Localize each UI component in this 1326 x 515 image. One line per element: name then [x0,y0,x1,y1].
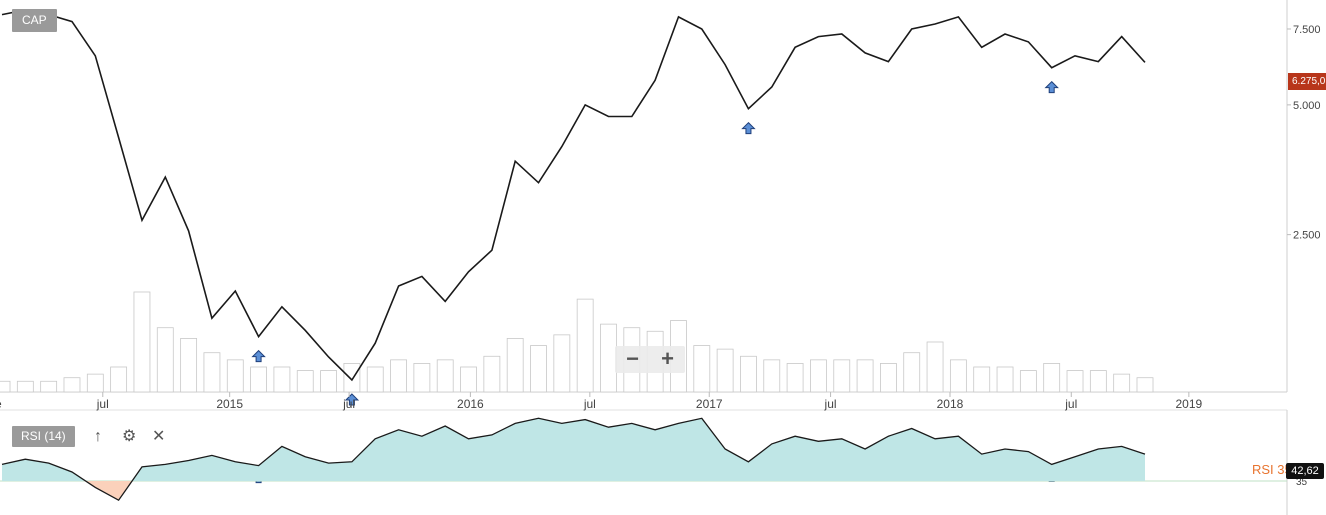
x-tick-label: 2019 [1176,397,1203,411]
y-tick-label: 7.500 [1293,24,1321,36]
volume-bar [949,359,967,393]
rsi-level-tick: 35 [1296,477,1308,488]
volume-bars [0,291,1154,393]
zoom-controls: − + [615,346,685,373]
zoom-out-button[interactable]: − [626,346,639,371]
x-tick-label: jul [342,397,355,411]
x-tick-label: 2018 [937,397,964,411]
y-tick-label: 5.000 [1293,100,1321,112]
volume-bar [483,355,501,393]
volume-bar [810,359,827,393]
x-tick-label: jul [1064,397,1077,411]
x-tick-label: 2015 [216,397,243,411]
volume-bar [320,370,337,393]
close-icon[interactable]: ✕ [152,428,166,445]
volume-bar [1019,370,1037,393]
volume-bar [506,338,524,393]
volume-bar [1113,373,1131,393]
volume-bar [1136,377,1154,393]
volume-bar [1066,370,1084,393]
volume-bar [180,338,198,393]
volume-bar [226,359,244,393]
volume-bar [460,366,477,393]
y-axis-tick-labels: 7.500 5.000 2.500 [1287,24,1321,242]
volume-bar [553,334,571,393]
volume-bar [390,359,407,393]
volume-bar [1089,370,1107,393]
volume-bar [1043,363,1061,393]
volume-bar [880,363,897,393]
volume-bar [16,380,34,393]
volume-bar [413,363,431,393]
y-tick-label: 2.500 [1293,230,1321,242]
x-tick-label: jul [583,397,596,411]
volume-bar [973,366,991,393]
buy-signal-arrow-icon [251,349,266,363]
volume-bar [250,366,267,393]
volume-bar [576,298,594,393]
rsi-indicator-label[interactable]: RSI (14) [12,426,75,447]
zoom-in-button[interactable]: + [661,346,674,371]
volume-bar [926,341,944,393]
last-price-badge: 6.275,0 [1288,73,1326,90]
volume-bar [343,363,361,393]
volume-bar [203,352,221,393]
volume-bar [693,345,711,393]
volume-bar [63,377,81,393]
rsi-value-badge: 42,62 [1286,463,1324,479]
rsi-line [1,417,1146,502]
buy-signal-arrow-icon [741,121,756,135]
price-series-line [1,9,1146,382]
volume-bar [740,355,757,393]
x-axis-tick-labels: e jul 2015 jul 2016 jul 2017 jul 2018 jul 2019 [0,392,1203,411]
volume-bar [366,366,384,393]
x-tick-label: jul [96,397,109,411]
volume-bar [110,366,128,393]
volume-bar [436,359,454,393]
rsi-indicator: 35 [0,417,1308,502]
volume-bar [156,327,174,393]
buy-signal-markers [251,80,1059,484]
buy-signal-arrow-icon [1044,80,1059,94]
volume-bar [40,380,58,393]
x-tick-label: 2017 [696,397,723,411]
rsi-level-label: RSI 35 [1252,462,1292,477]
volume-bar [296,370,314,393]
ticker-label: CAP [12,9,57,32]
buy-signal-arrow-icon [344,393,360,406]
volume-bar [133,291,151,393]
volume-bar [86,373,104,393]
x-tick-label: e [0,397,2,411]
volume-bar [786,363,804,393]
volume-bar [996,366,1014,393]
volume-bar [273,366,291,393]
volume-bar [833,359,851,393]
volume-bar [530,345,547,393]
volume-bar [0,380,11,393]
move-up-icon[interactable]: ↑ [94,428,102,445]
volume-bar [903,352,921,393]
x-tick-label: jul [824,397,837,411]
rsi-area-above [2,418,1145,481]
x-tick-label: 2016 [457,397,484,411]
volume-bar [716,348,734,393]
volume-bar [856,359,874,393]
volume-bar [763,359,781,393]
settings-gear-icon[interactable]: ⚙ [122,428,137,445]
